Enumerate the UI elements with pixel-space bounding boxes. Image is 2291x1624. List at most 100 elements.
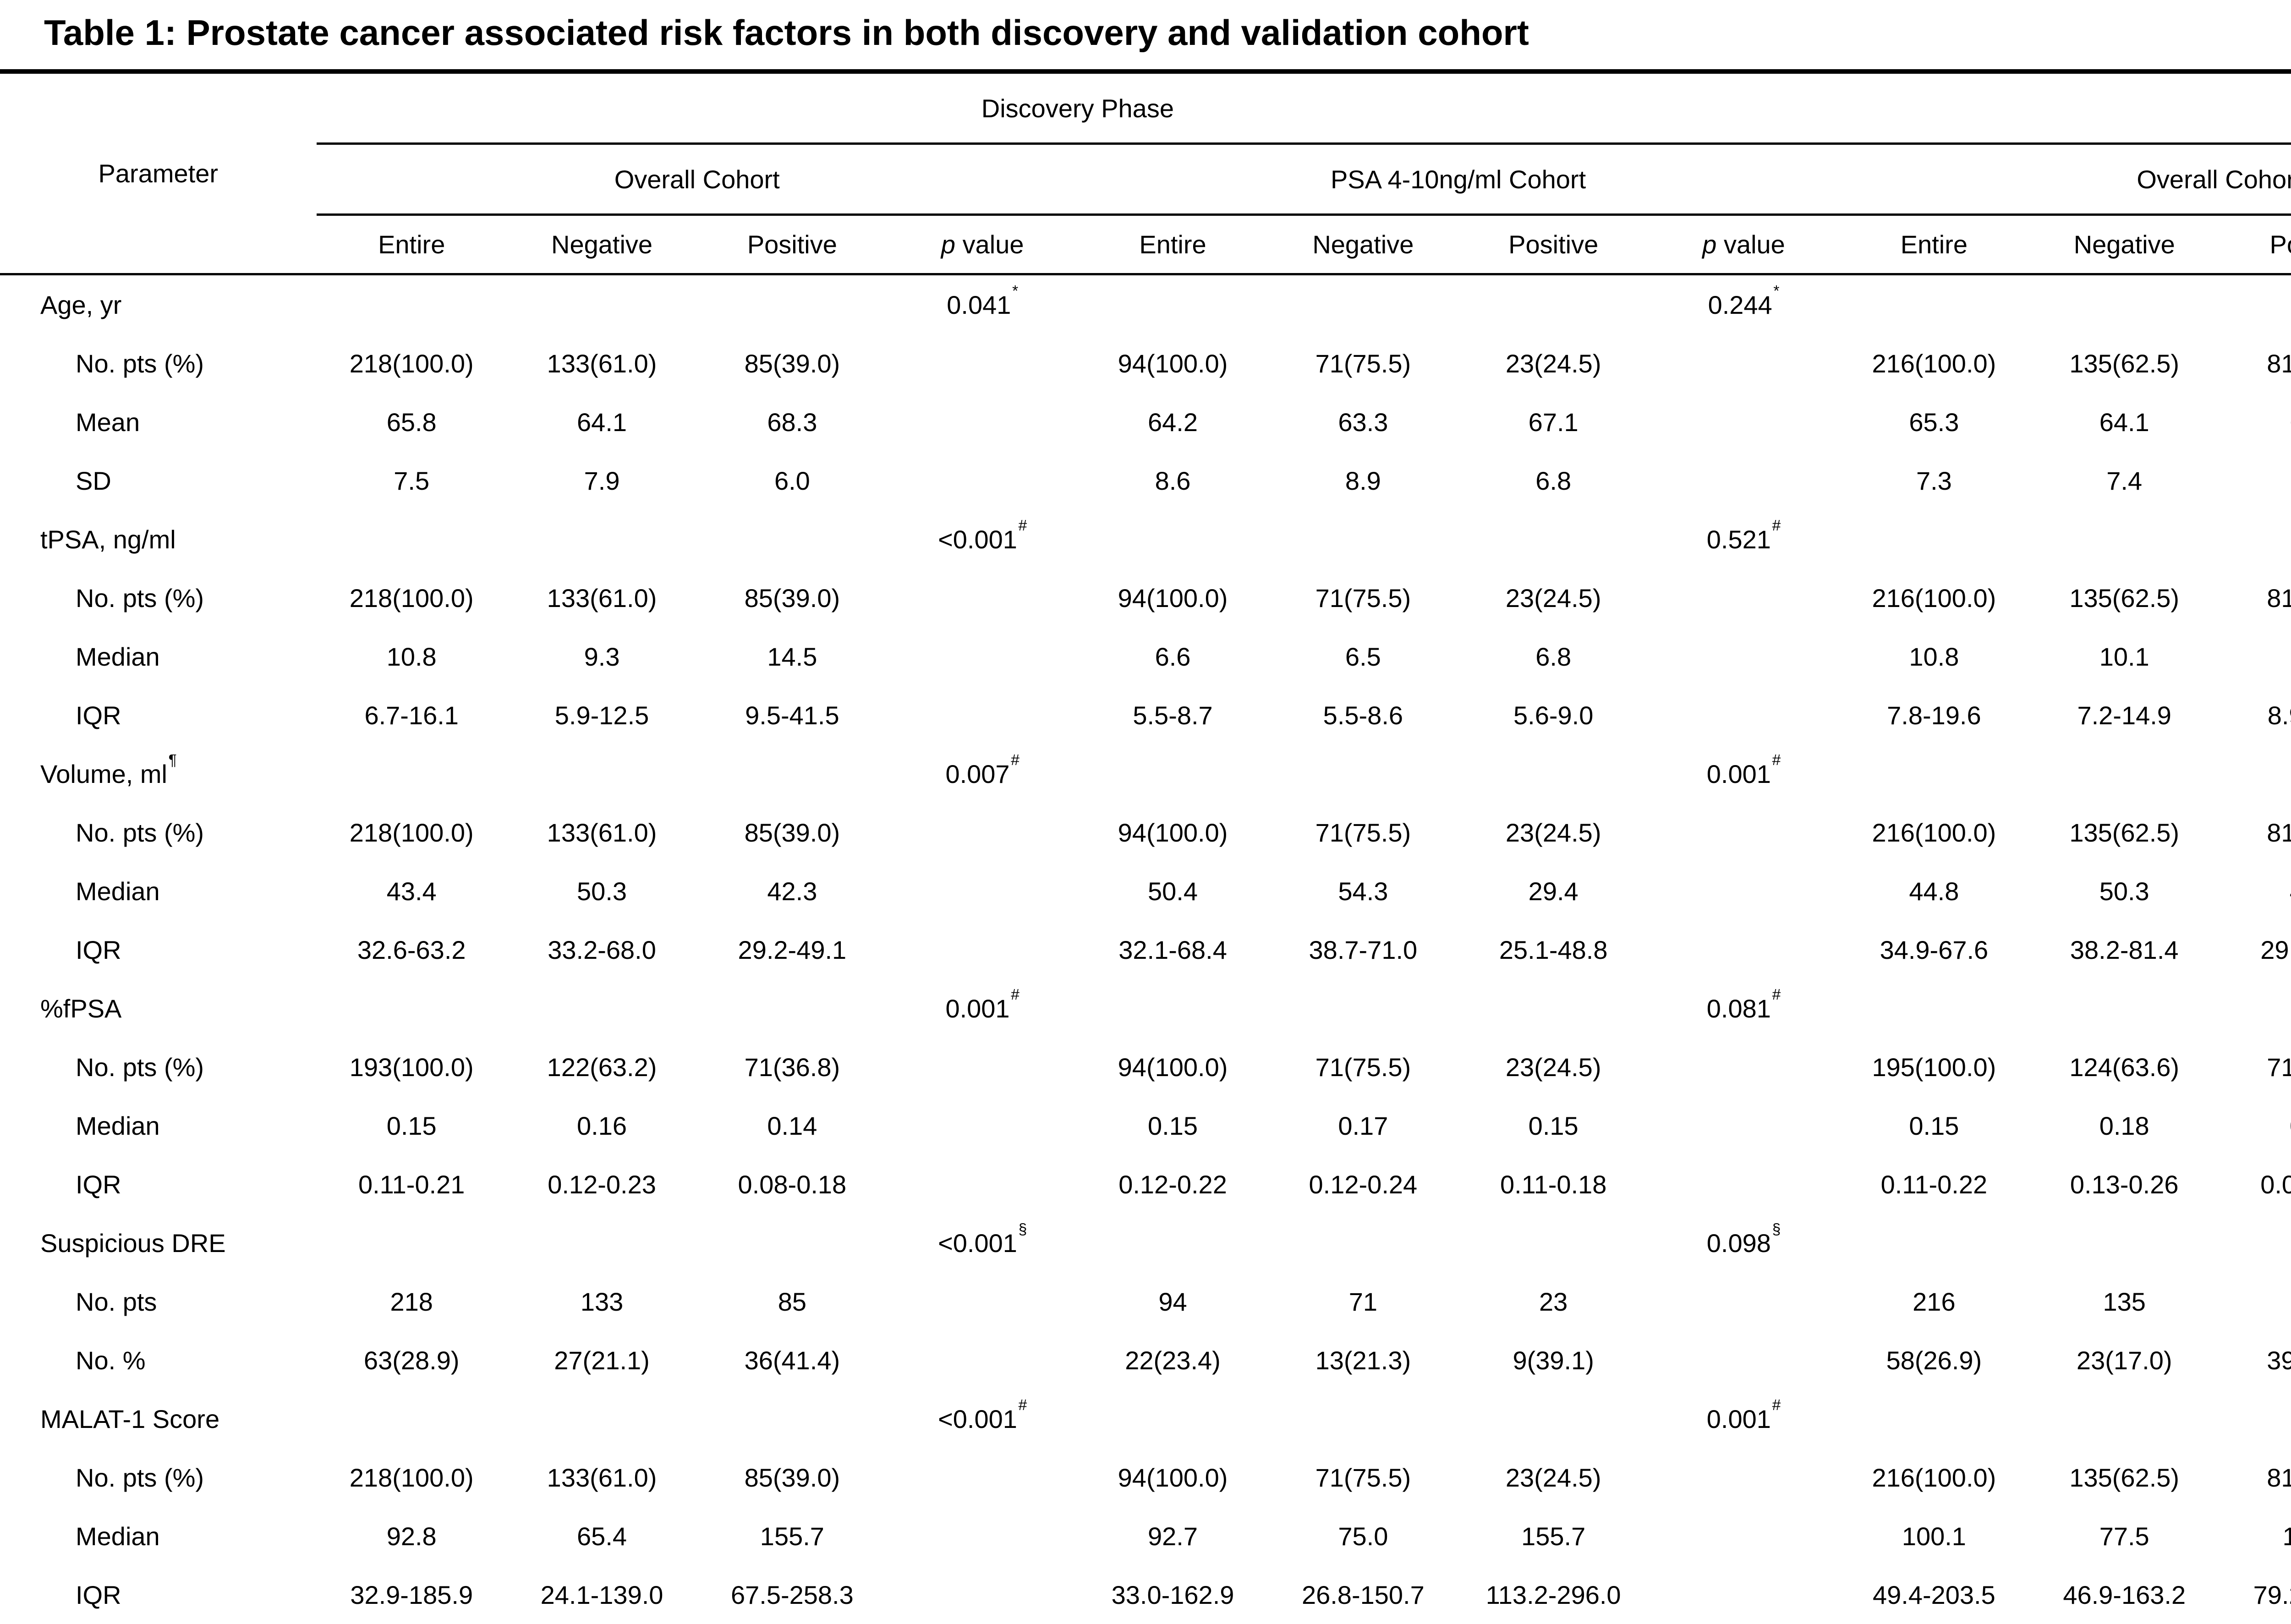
- cohort-header-discovery-overall: Overall Cohort: [317, 144, 1078, 215]
- sub-row-label: No. pts (%): [0, 803, 317, 862]
- param-row-label: Volume, ml¶: [0, 744, 317, 803]
- table-row: No. pts (%)218(100.0)133(61.0)85(39.0)94…: [0, 334, 2291, 393]
- data-cell: [1268, 510, 1458, 569]
- data-cell: 124(63.6): [2029, 1038, 2220, 1096]
- data-cell: [317, 1389, 507, 1448]
- data-cell: [1078, 510, 1268, 569]
- data-cell: 7.5: [317, 451, 507, 510]
- data-cell: [1268, 744, 1458, 803]
- data-cell: 29.3-54.0: [2220, 920, 2291, 979]
- data-cell: [1839, 510, 2029, 569]
- data-cell: 6.7-16.1: [317, 686, 507, 744]
- data-cell: [1458, 1214, 1649, 1272]
- data-cell: 32.9-185.9: [317, 1565, 507, 1624]
- data-cell: [888, 451, 1078, 510]
- data-cell: 13(21.3): [1268, 1331, 1458, 1389]
- data-cell: 81(37.5): [2220, 1448, 2291, 1507]
- data-cell: 0.244*: [1649, 274, 1839, 334]
- data-cell: <0.001§: [888, 1214, 1078, 1272]
- data-cell: 71(75.5): [1268, 569, 1458, 627]
- data-cell: 81(37.5): [2220, 803, 2291, 862]
- footnote-marker: *: [1012, 283, 1018, 300]
- data-cell: 38.2-81.4: [2029, 920, 2220, 979]
- param-row-label: %fPSA: [0, 979, 317, 1038]
- data-cell: 50.3: [2029, 862, 2220, 920]
- data-cell: 133: [507, 1272, 697, 1331]
- data-cell: [888, 686, 1078, 744]
- data-cell: 0.521#: [1649, 510, 1839, 569]
- data-cell: 133(61.0): [507, 1448, 697, 1507]
- footnote-marker: #: [1772, 517, 1781, 534]
- table-row: Volume, ml¶0.007#0.001#<0.001#0.019#: [0, 744, 2291, 803]
- data-cell: 71(36.8): [697, 1038, 887, 1096]
- data-cell: [1839, 1389, 2029, 1448]
- data-cell: 0.098§: [1649, 1214, 1839, 1272]
- data-cell: 9.5-41.5: [697, 686, 887, 744]
- data-cell: [1649, 686, 1839, 744]
- data-cell: 9.3: [507, 627, 697, 686]
- sub-row-label: IQR: [0, 1155, 317, 1214]
- data-cell: 6.5: [1268, 627, 1458, 686]
- data-cell: 26.8-150.7: [1268, 1565, 1458, 1624]
- parameter-column-header: Parameter: [0, 74, 317, 274]
- data-cell: 22(23.4): [1078, 1331, 1268, 1389]
- data-cell: 94(100.0): [1078, 803, 1268, 862]
- data-cell: [1268, 979, 1458, 1038]
- sub-row-label: Median: [0, 627, 317, 686]
- data-cell: [1078, 979, 1268, 1038]
- data-cell: [1649, 920, 1839, 979]
- data-cell: 85(39.0): [697, 803, 887, 862]
- table-row: Median0.150.160.140.150.170.150.150.180.…: [0, 1096, 2291, 1155]
- data-cell: [1649, 1155, 1839, 1214]
- footnote-marker: §: [1772, 1221, 1781, 1238]
- data-cell: [2220, 510, 2291, 569]
- data-cell: [888, 862, 1078, 920]
- data-cell: 75.0: [1268, 1507, 1458, 1565]
- data-cell: [1649, 569, 1839, 627]
- data-cell: 218(100.0): [317, 569, 507, 627]
- data-cell: [317, 1214, 507, 1272]
- data-cell: [1649, 1038, 1839, 1096]
- data-cell: 8.9: [1268, 451, 1458, 510]
- data-cell: 92.7: [1078, 1507, 1268, 1565]
- data-cell: 216: [1839, 1272, 2029, 1331]
- col-header-negative: Negative: [2029, 215, 2220, 274]
- sub-row-label: No. %: [0, 1331, 317, 1389]
- data-cell: 71(75.5): [1268, 803, 1458, 862]
- data-cell: [888, 1507, 1078, 1565]
- data-cell: [888, 1448, 1078, 1507]
- footnote-marker: #: [1011, 752, 1019, 769]
- data-cell: 216(100.0): [1839, 334, 2029, 393]
- data-cell: 7.2-14.9: [2029, 686, 2220, 744]
- data-cell: 63(28.9): [317, 1331, 507, 1389]
- data-cell: 193(100.0): [317, 1038, 507, 1096]
- footnote-marker: #: [1019, 1397, 1027, 1414]
- data-cell: [2220, 979, 2291, 1038]
- param-row-label: Age, yr: [0, 274, 317, 334]
- data-cell: 5.5-8.6: [1268, 686, 1458, 744]
- data-cell: 9(39.1): [1458, 1331, 1649, 1389]
- data-cell: 0.17: [1268, 1096, 1458, 1155]
- data-cell: 94(100.0): [1078, 334, 1268, 393]
- data-cell: 7.3: [1839, 451, 2029, 510]
- footnote-marker: §: [1019, 1221, 1027, 1238]
- data-cell: 17.1: [2220, 627, 2291, 686]
- data-cell: 133(61.0): [507, 334, 697, 393]
- footnote-marker: #: [1011, 986, 1019, 1003]
- data-cell: [1649, 627, 1839, 686]
- data-cell: 0.14: [697, 1096, 887, 1155]
- footnote-marker: #: [1019, 517, 1027, 534]
- data-cell: 8.6: [1078, 451, 1268, 510]
- table-row: SD7.57.96.08.68.96.87.37.46.57.88.06.8: [0, 451, 2291, 510]
- data-cell: 29.2-49.1: [697, 920, 887, 979]
- data-cell: 133(61.0): [507, 569, 697, 627]
- data-cell: 71(75.5): [1268, 334, 1458, 393]
- table-row: MALAT-1 Score<0.001#0.001#<0.001#0.012#: [0, 1389, 2291, 1448]
- data-cell: [888, 334, 1078, 393]
- data-cell: [1078, 1214, 1268, 1272]
- data-cell: 34.9-67.6: [1839, 920, 2029, 979]
- data-cell: 25.1-48.8: [1458, 920, 1649, 979]
- table-row: Suspicious DRE<0.001§0.098§<0.001§0.006§: [0, 1214, 2291, 1272]
